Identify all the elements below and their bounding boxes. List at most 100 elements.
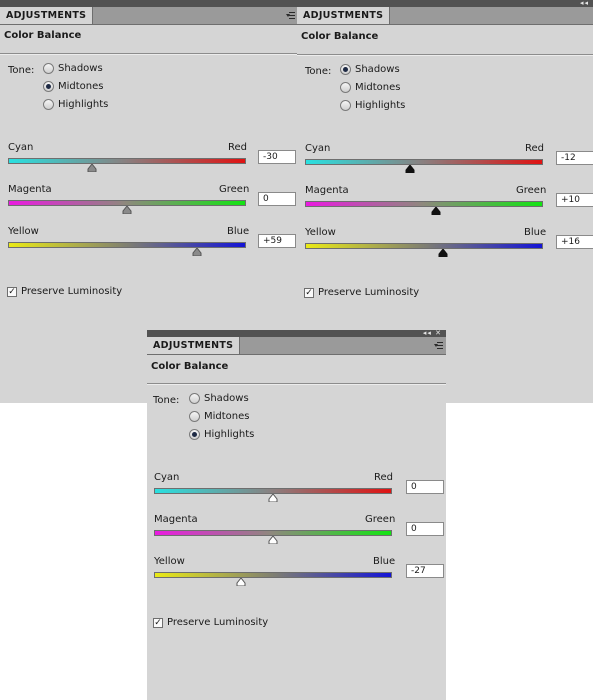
slider-left-label: Yellow [8, 226, 39, 237]
tone-radio-midtones[interactable]: Midtones [340, 80, 401, 94]
panel-menu-icon[interactable] [286, 11, 295, 20]
slider-thumb-icon[interactable] [268, 494, 278, 502]
tab-adjustments[interactable]: ADJUSTMENTS [147, 337, 241, 354]
radio-icon[interactable] [189, 392, 200, 404]
tone-option-label: Shadows [204, 392, 249, 404]
checkbox-label: Preserve Luminosity [167, 617, 269, 628]
slider-right-label: Blue [524, 227, 547, 238]
checkbox-label: Preserve Luminosity [318, 287, 420, 298]
radio-icon[interactable] [43, 62, 54, 74]
checkbox-label: Preserve Luminosity [21, 286, 123, 297]
tone-radio-shadows[interactable]: Shadows [43, 61, 103, 75]
panel-tab-row: ADJUSTMENTS [0, 7, 298, 25]
panel-title-bar: ◂◂ [297, 0, 593, 7]
yellow-blue-slider-track[interactable] [154, 572, 392, 578]
preserve-luminosity-checkbox[interactable]: ✓ Preserve Luminosity [153, 616, 268, 629]
checkmark-icon[interactable]: ✓ [304, 287, 314, 298]
tone-radio-highlights[interactable]: Highlights [189, 427, 254, 441]
panel-title-bar: ◂◂ ✕ [147, 330, 446, 337]
yellow-blue-value-field[interactable]: -27 [406, 564, 444, 578]
slider-left-label: Yellow [154, 556, 185, 567]
radio-icon[interactable] [189, 410, 200, 422]
slider-thumb-icon[interactable] [236, 578, 246, 586]
slider-thumb-icon[interactable] [122, 206, 132, 214]
slider-left-label: Magenta [154, 514, 198, 525]
magenta-green-value-field[interactable]: 0 [406, 522, 444, 536]
panel-heading: Color Balance [301, 31, 379, 42]
panel-menu-icon[interactable] [434, 341, 443, 350]
tone-radio-highlights[interactable]: Highlights [43, 97, 108, 111]
checkmark-icon[interactable]: ✓ [7, 286, 17, 297]
slider-right-label: Red [525, 143, 544, 154]
slider-thumb-icon[interactable] [405, 165, 415, 173]
cyan-red-slider-track[interactable] [305, 159, 543, 165]
cyan-red-slider-track[interactable] [8, 158, 246, 164]
tone-label: Tone: [305, 66, 332, 77]
slider-thumb-icon[interactable] [438, 249, 448, 257]
slider-left-label: Cyan [8, 142, 34, 153]
panel-tab-row: ADJUSTMENTS [297, 7, 593, 25]
radio-icon[interactable] [43, 80, 54, 92]
magenta-green-value-field[interactable]: +10 [556, 193, 593, 207]
cyan-red-value-field[interactable]: 0 [406, 480, 444, 494]
slider-thumb-icon[interactable] [268, 536, 278, 544]
checkmark-icon[interactable]: ✓ [153, 617, 163, 628]
slider-right-label: Red [374, 472, 393, 483]
slider-right-label: Red [228, 142, 247, 153]
divider [0, 53, 298, 54]
preserve-luminosity-checkbox[interactable]: ✓ Preserve Luminosity [304, 286, 419, 299]
slider-thumb-icon[interactable] [87, 164, 97, 172]
radio-icon[interactable] [340, 63, 351, 75]
divider [147, 383, 446, 384]
radio-icon[interactable] [43, 98, 54, 110]
tab-adjustments[interactable]: ADJUSTMENTS [297, 7, 391, 24]
panel-tab-row: ADJUSTMENTS [147, 337, 446, 355]
tab-adjustments[interactable]: ADJUSTMENTS [0, 7, 94, 24]
slider-right-label: Green [219, 184, 250, 195]
slider-left-label: Cyan [305, 143, 331, 154]
panel-heading: Color Balance [4, 30, 82, 41]
collapse-panel-icon[interactable]: ◂◂ [579, 0, 589, 7]
tone-option-label: Shadows [355, 63, 400, 75]
panel-heading: Color Balance [151, 361, 229, 372]
slider-right-label: Blue [373, 556, 396, 567]
magenta-green-slider-track[interactable] [305, 201, 543, 207]
tone-option-label: Midtones [204, 410, 250, 422]
tone-option-label: Midtones [58, 80, 104, 92]
yellow-blue-value-field[interactable]: +59 [258, 234, 296, 248]
collapse-panel-icon[interactable]: ◂◂ ✕ [422, 330, 442, 337]
tone-radio-shadows[interactable]: Shadows [189, 391, 249, 405]
tone-label: Tone: [8, 65, 35, 76]
cyan-red-value-field[interactable]: -30 [258, 150, 296, 164]
tone-radio-shadows[interactable]: Shadows [340, 62, 400, 76]
magenta-green-value-field[interactable]: 0 [258, 192, 296, 206]
divider [297, 54, 593, 55]
color-balance-panel-highlights: ◂◂ ✕ ADJUSTMENTS Color Balance Tone: Sha… [147, 330, 446, 700]
tone-option-label: Highlights [58, 98, 109, 110]
radio-icon[interactable] [340, 81, 351, 93]
slider-thumb-icon[interactable] [192, 248, 202, 256]
slider-left-label: Magenta [305, 185, 349, 196]
slider-right-label: Blue [227, 226, 250, 237]
tone-option-label: Shadows [58, 62, 103, 74]
cyan-red-value-field[interactable]: -12 [556, 151, 593, 165]
slider-left-label: Magenta [8, 184, 52, 195]
slider-left-label: Cyan [154, 472, 180, 483]
slider-thumb-icon[interactable] [431, 207, 441, 215]
radio-icon[interactable] [189, 428, 200, 440]
slider-right-label: Green [365, 514, 396, 525]
yellow-blue-slider-track[interactable] [8, 242, 246, 248]
slider-left-label: Yellow [305, 227, 336, 238]
preserve-luminosity-checkbox[interactable]: ✓ Preserve Luminosity [7, 285, 122, 298]
tone-radio-midtones[interactable]: Midtones [43, 79, 104, 93]
yellow-blue-value-field[interactable]: +16 [556, 235, 593, 249]
panel-title-bar [0, 0, 298, 7]
tone-radio-midtones[interactable]: Midtones [189, 409, 250, 423]
radio-icon[interactable] [340, 99, 351, 111]
tone-option-label: Midtones [355, 81, 401, 93]
slider-right-label: Green [516, 185, 547, 196]
tone-option-label: Highlights [355, 99, 406, 111]
yellow-blue-slider-track[interactable] [305, 243, 543, 249]
tone-option-label: Highlights [204, 428, 255, 440]
tone-radio-highlights[interactable]: Highlights [340, 98, 405, 112]
